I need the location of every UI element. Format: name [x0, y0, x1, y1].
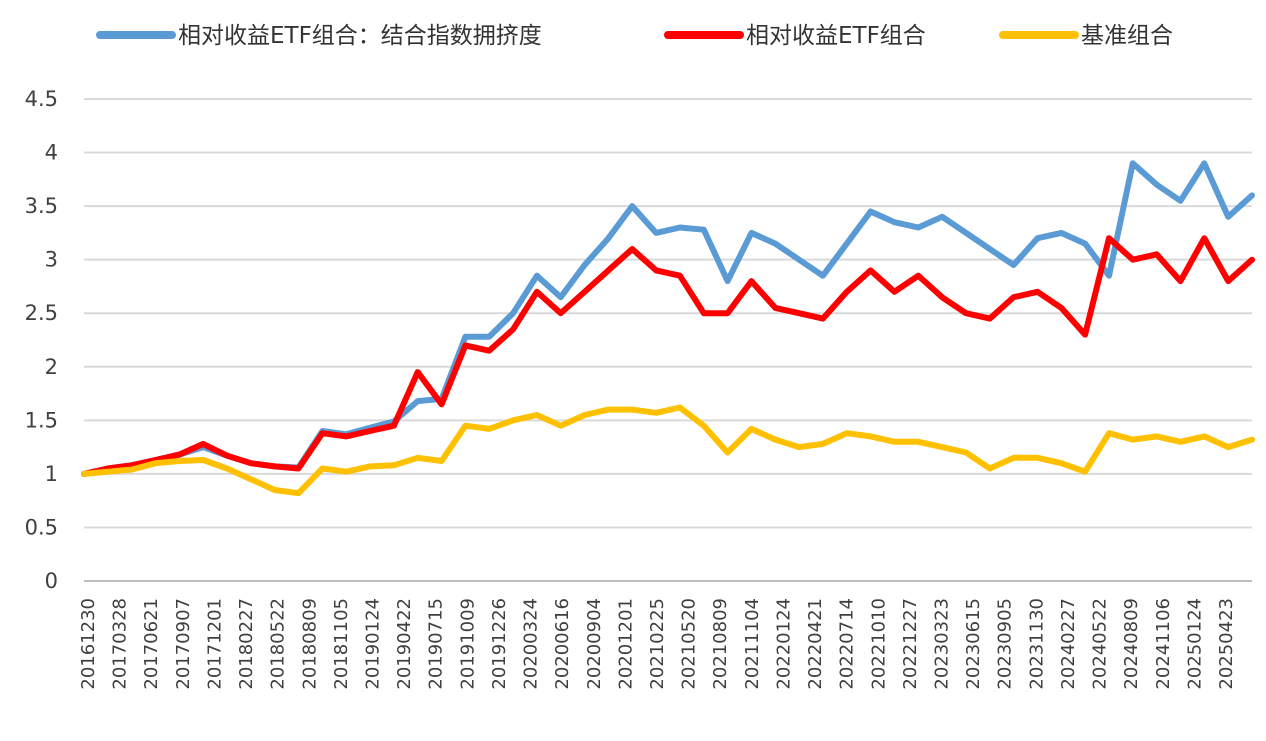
legend-label-2: 基准组合 [1081, 23, 1173, 49]
y-tick-label: 4.5 [25, 87, 58, 111]
x-tick-label: 20210520 [679, 598, 700, 690]
x-tick-label: 20190124 [363, 598, 384, 690]
x-tick-label: 20221010 [868, 598, 889, 690]
y-tick-label: 3 [45, 248, 58, 272]
x-tick-label: 20230905 [995, 598, 1016, 690]
x-tick-label: 20240809 [1121, 598, 1142, 690]
y-tick-label: 1 [45, 462, 58, 486]
x-tick-label: 20210809 [710, 598, 731, 690]
series-lines [81, 160, 1255, 497]
x-tick-label: 20171201 [204, 598, 225, 690]
x-tick-label: 20241106 [1153, 598, 1174, 690]
x-tick-label: 20230615 [963, 598, 984, 690]
x-tick-label: 20200904 [584, 598, 605, 690]
x-tick-label: 20200616 [552, 598, 573, 690]
x-tick-label: 20240227 [1058, 598, 1079, 690]
x-tick-label: 20181105 [331, 598, 352, 690]
x-tick-label: 20170621 [141, 598, 162, 690]
x-tick-label: 20170907 [173, 598, 194, 690]
x-tick-label: 20191009 [457, 598, 478, 690]
x-tick-label: 20231130 [1026, 598, 1047, 690]
series-line-2 [81, 404, 1255, 497]
y-axis-ticks: 0 0.5 1 1.5 2 2.5 3 3.5 4 4.5 [25, 87, 58, 593]
x-tick-label: 20190422 [394, 598, 415, 690]
x-tick-label: 20210225 [647, 598, 668, 690]
x-tick-label: 20220421 [805, 598, 826, 690]
y-tick-label: 3.5 [25, 194, 58, 218]
x-tick-label: 20191226 [489, 598, 510, 690]
legend: 相对收益ETF组合：结合指数拥挤度 相对收益ETF组合 基准组合 [96, 23, 1173, 49]
y-tick-label: 0 [45, 569, 58, 593]
legend-label-0: 相对收益ETF组合：结合指数拥挤度 [178, 23, 542, 49]
legend-label-1: 相对收益ETF组合 [746, 23, 926, 49]
y-tick-label: 4 [45, 141, 58, 165]
x-tick-label: 20221227 [900, 598, 921, 690]
x-tick-label: 20170328 [110, 598, 131, 690]
x-tick-label: 20220124 [773, 598, 794, 690]
x-tick-label: 20180227 [236, 598, 257, 690]
x-tick-label: 20180522 [268, 598, 289, 690]
x-tick-label: 20200324 [521, 598, 542, 690]
x-axis-ticks: 20161230 20170328 20170621 20170907 20171201… [78, 598, 1237, 690]
gridlines [84, 98, 1252, 582]
x-tick-label: 20190715 [426, 598, 447, 690]
y-tick-label: 2.5 [25, 301, 58, 325]
x-tick-label: 20201201 [615, 598, 636, 690]
y-tick-label: 1.5 [25, 408, 58, 432]
x-tick-label: 20161230 [78, 598, 99, 690]
series-line-1 [81, 235, 1255, 477]
x-tick-label: 20180809 [299, 598, 320, 690]
x-tick-label: 20250423 [1216, 598, 1237, 690]
x-tick-label: 20230323 [932, 598, 953, 690]
x-tick-label: 20211104 [742, 598, 763, 690]
x-tick-label: 20250124 [1184, 598, 1205, 690]
y-tick-label: 2 [45, 355, 58, 379]
series-line-0 [81, 160, 1255, 477]
y-tick-label: 0.5 [25, 515, 58, 539]
x-tick-label: 20220714 [837, 598, 858, 690]
x-tick-label: 20240522 [1090, 598, 1111, 690]
